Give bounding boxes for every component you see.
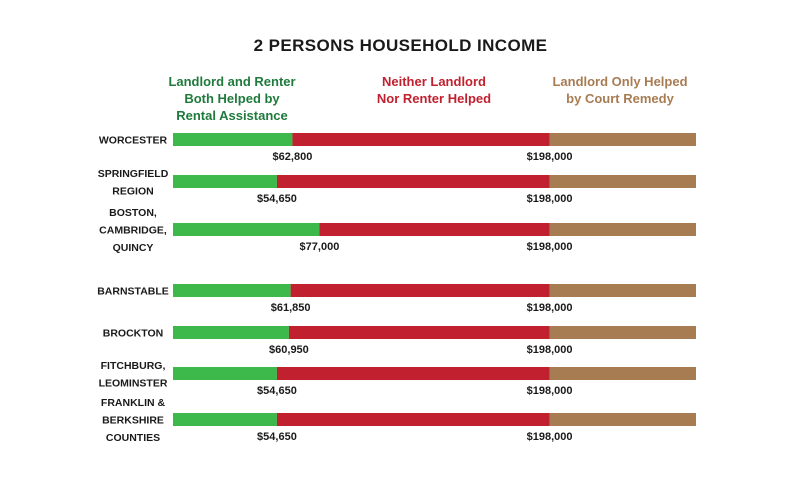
- low-threshold-label: $62,800: [273, 151, 313, 163]
- low-threshold-label: $60,950: [269, 344, 309, 356]
- high-threshold-label: $198,000: [527, 302, 573, 314]
- region-label: FITCHBURG, LEOMINSTER: [99, 360, 168, 390]
- bar-segment-neither-helped: [292, 133, 550, 146]
- high-threshold-label: $198,000: [527, 151, 573, 163]
- bar-segment-both-helped: [173, 223, 320, 236]
- low-threshold-label: $54,650: [257, 431, 297, 443]
- bar-segment-neither-helped: [290, 284, 550, 297]
- bar-segment-both-helped: [173, 367, 277, 380]
- region-label: BROCKTON: [103, 328, 163, 340]
- bar-segment-both-helped: [173, 284, 291, 297]
- region-label: SPRINGFIELD REGION: [98, 168, 169, 198]
- bar-segment-landlord-only: [549, 133, 696, 146]
- bar-segment-both-helped: [173, 326, 289, 339]
- high-threshold-label: $198,000: [527, 344, 573, 356]
- low-threshold-label: $54,650: [257, 193, 297, 205]
- low-threshold-label: $54,650: [257, 385, 297, 397]
- bar-segment-both-helped: [173, 413, 277, 426]
- bar-segment-neither-helped: [276, 413, 550, 426]
- legend-both-helped: Landlord and Renter Both Helped by Renta…: [168, 74, 296, 123]
- bar-segment-neither-helped: [288, 326, 550, 339]
- bar-segment-landlord-only: [549, 223, 696, 236]
- bar-segment-neither-helped: [319, 223, 550, 236]
- bar-segment-both-helped: [173, 175, 277, 188]
- bar-segment-landlord-only: [549, 326, 696, 339]
- bar-segment-landlord-only: [549, 175, 696, 188]
- region-label: FRANKLIN & BERKSHIRE COUNTIES: [101, 397, 166, 444]
- high-threshold-label: $198,000: [527, 241, 573, 253]
- region-label: WORCESTER: [99, 135, 168, 147]
- high-threshold-label: $198,000: [527, 431, 573, 443]
- legend-neither-helped: Neither Landlord Nor Renter Helped: [376, 74, 492, 106]
- bar-segment-both-helped: [173, 133, 293, 146]
- bar-segment-landlord-only: [549, 413, 696, 426]
- low-threshold-label: $77,000: [300, 241, 340, 253]
- high-threshold-label: $198,000: [527, 193, 573, 205]
- low-threshold-label: $61,850: [271, 302, 311, 314]
- chart-title: 2 PERSONS HOUSEHOLD INCOME: [253, 36, 548, 55]
- legend-landlord-only: Landlord Only Helped by Court Remedy: [552, 74, 688, 106]
- region-label: BOSTON, CAMBRIDGE, QUINCY: [99, 207, 167, 254]
- bar-segment-neither-helped: [276, 175, 550, 188]
- bar-segment-landlord-only: [549, 284, 696, 297]
- bar-segment-landlord-only: [549, 367, 696, 380]
- region-label: BARNSTABLE: [97, 286, 169, 298]
- bar-segment-neither-helped: [276, 367, 550, 380]
- high-threshold-label: $198,000: [527, 385, 573, 397]
